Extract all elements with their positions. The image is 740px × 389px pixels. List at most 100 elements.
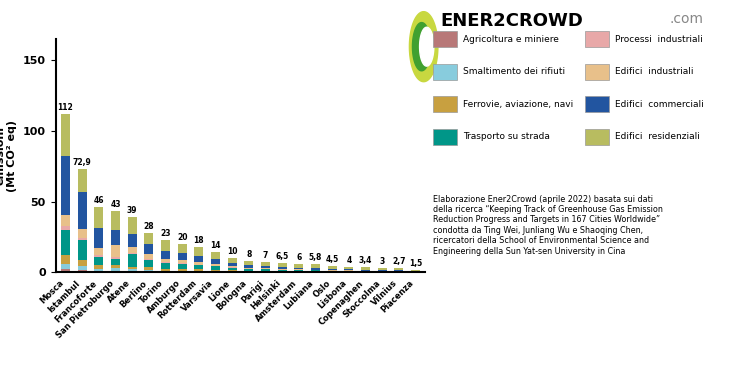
Bar <box>144 259 153 267</box>
Bar <box>261 263 270 266</box>
Bar <box>127 234 137 247</box>
Bar <box>261 271 270 272</box>
Bar <box>295 270 303 271</box>
Bar <box>78 270 87 272</box>
Text: 18: 18 <box>194 236 204 245</box>
Bar <box>211 264 220 266</box>
Bar <box>244 271 253 272</box>
Bar <box>361 268 370 270</box>
Bar <box>111 259 120 265</box>
Text: 7: 7 <box>263 251 268 260</box>
Bar <box>211 271 220 272</box>
Text: ENER2CROWD: ENER2CROWD <box>440 12 583 30</box>
Bar <box>61 215 70 226</box>
Bar <box>61 156 70 215</box>
Bar <box>78 169 87 193</box>
Bar <box>78 238 87 240</box>
Text: Edifici  industriali: Edifici industriali <box>615 67 693 76</box>
Bar <box>244 261 253 265</box>
Bar <box>377 268 387 270</box>
Bar <box>61 230 70 255</box>
Bar <box>278 267 286 269</box>
Bar <box>211 270 220 271</box>
Bar <box>161 262 170 263</box>
Bar <box>127 217 137 234</box>
Bar <box>411 271 420 272</box>
Bar <box>361 271 370 272</box>
Bar <box>194 247 204 256</box>
Bar <box>127 267 137 270</box>
Bar <box>328 269 337 270</box>
Text: .com: .com <box>670 12 704 26</box>
Bar <box>328 271 337 272</box>
Text: Agricoltura e miniere: Agricoltura e miniere <box>463 35 559 44</box>
Bar <box>361 270 370 271</box>
Bar <box>394 268 403 270</box>
Bar <box>161 251 170 259</box>
Bar <box>295 271 303 272</box>
Text: Processi  industriali: Processi industriali <box>615 35 703 44</box>
Bar <box>194 271 204 272</box>
Bar <box>161 240 170 251</box>
Polygon shape <box>420 27 434 66</box>
Bar <box>433 129 457 145</box>
Bar <box>344 266 354 269</box>
Bar <box>144 267 153 270</box>
Bar <box>194 270 204 271</box>
Bar <box>377 270 387 271</box>
Bar <box>433 96 457 112</box>
Text: 6,5: 6,5 <box>275 252 289 261</box>
Bar <box>311 264 320 268</box>
Bar <box>178 264 186 269</box>
Polygon shape <box>409 12 438 82</box>
Bar <box>411 270 420 271</box>
Bar <box>261 268 270 269</box>
Bar <box>311 268 320 270</box>
Text: 112: 112 <box>58 103 73 112</box>
Bar <box>61 226 70 230</box>
Text: 39: 39 <box>127 206 138 215</box>
Bar <box>311 270 320 272</box>
Text: 3: 3 <box>380 257 385 266</box>
Bar <box>144 254 153 259</box>
Bar <box>295 264 303 268</box>
Bar <box>111 257 120 259</box>
Bar <box>111 245 120 257</box>
Bar <box>178 253 186 260</box>
Text: 20: 20 <box>177 233 187 242</box>
Bar <box>144 244 153 254</box>
Bar <box>144 270 153 272</box>
Bar <box>244 269 253 271</box>
Bar <box>278 263 286 267</box>
Bar <box>94 228 104 248</box>
Bar <box>161 271 170 272</box>
Polygon shape <box>412 23 431 71</box>
Bar <box>194 265 204 270</box>
Bar <box>78 266 87 270</box>
Bar <box>111 230 120 245</box>
Bar <box>228 263 237 266</box>
Bar <box>94 248 104 255</box>
Bar <box>94 269 104 272</box>
Bar <box>127 254 137 267</box>
Bar <box>344 269 354 270</box>
Bar <box>394 270 403 271</box>
Bar <box>244 268 253 269</box>
Bar <box>61 114 70 156</box>
Bar <box>194 256 204 262</box>
Bar <box>111 212 120 230</box>
Bar <box>261 270 270 271</box>
Text: 5,8: 5,8 <box>309 253 322 262</box>
Bar <box>94 255 104 257</box>
Bar <box>228 258 237 263</box>
Bar <box>78 240 87 259</box>
Text: 14: 14 <box>210 242 221 251</box>
Text: 8: 8 <box>246 250 252 259</box>
Bar <box>228 270 237 272</box>
Bar <box>178 271 186 272</box>
Text: Elaborazione Ener2Crowd (aprile 2022) basata sui dati
della ricerca “Keeping Tra: Elaborazione Ener2Crowd (aprile 2022) ba… <box>433 194 663 256</box>
Bar <box>111 265 120 268</box>
Bar <box>433 31 457 47</box>
Text: 10: 10 <box>227 247 238 256</box>
Bar <box>328 270 337 271</box>
